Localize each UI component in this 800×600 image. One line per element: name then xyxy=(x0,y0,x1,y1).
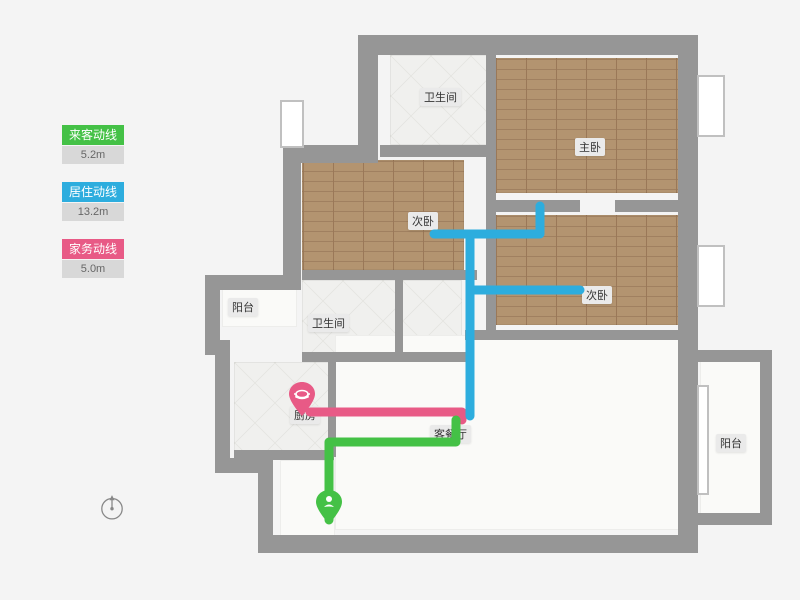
legend: 来客动线 5.2m 居住动线 13.2m 家务动线 5.0m xyxy=(62,125,124,296)
wall xyxy=(234,450,334,460)
wall xyxy=(678,35,698,535)
marker-entrance xyxy=(316,490,342,524)
legend-item-chores: 家务动线 5.0m xyxy=(62,239,124,278)
window xyxy=(697,245,725,307)
legend-item-resident: 居住动线 13.2m xyxy=(62,182,124,221)
window xyxy=(697,75,725,137)
floor-plan-canvas: 来客动线 5.2m 居住动线 13.2m 家务动线 5.0m 卫生间主卧次卧次卧… xyxy=(0,0,800,600)
room-living xyxy=(335,335,690,530)
legend-label: 居住动线 xyxy=(62,182,124,202)
wall xyxy=(615,200,695,212)
wall xyxy=(760,350,772,525)
legend-value: 13.2m xyxy=(62,203,124,221)
marker-kitchen xyxy=(289,382,315,416)
wall xyxy=(283,145,301,290)
wall xyxy=(690,350,770,362)
wall xyxy=(495,200,580,212)
wall xyxy=(486,55,496,200)
legend-label: 来客动线 xyxy=(62,125,124,145)
room-label-wc2: 卫生间 xyxy=(308,314,349,332)
compass-icon xyxy=(95,490,129,524)
room-label-wc1: 卫生间 xyxy=(420,88,461,106)
wall xyxy=(486,200,496,340)
wall xyxy=(395,280,403,358)
room-label-living: 客餐厅 xyxy=(430,425,471,443)
wall xyxy=(258,535,698,553)
room-label-balcony1: 阳台 xyxy=(228,298,258,316)
wall xyxy=(358,35,378,155)
window xyxy=(697,385,709,495)
legend-item-visitor: 来客动线 5.2m xyxy=(62,125,124,164)
room-label-bed2l: 次卧 xyxy=(408,212,438,230)
legend-value: 5.2m xyxy=(62,146,124,164)
legend-label: 家务动线 xyxy=(62,239,124,259)
wall xyxy=(690,513,770,525)
room-bed2r xyxy=(495,215,690,325)
wall xyxy=(465,330,695,340)
wall xyxy=(380,145,490,157)
wall xyxy=(215,340,230,470)
room-bed2l xyxy=(302,160,464,270)
legend-value: 5.0m xyxy=(62,260,124,278)
room-label-balcony2: 阳台 xyxy=(716,434,746,452)
window xyxy=(280,100,304,148)
room-label-master: 主卧 xyxy=(575,138,605,156)
wall xyxy=(302,270,477,280)
wall xyxy=(328,352,336,457)
wall xyxy=(205,275,220,350)
room-label-bed2r: 次卧 xyxy=(582,286,612,304)
room-master xyxy=(495,58,690,193)
wall xyxy=(358,35,698,55)
